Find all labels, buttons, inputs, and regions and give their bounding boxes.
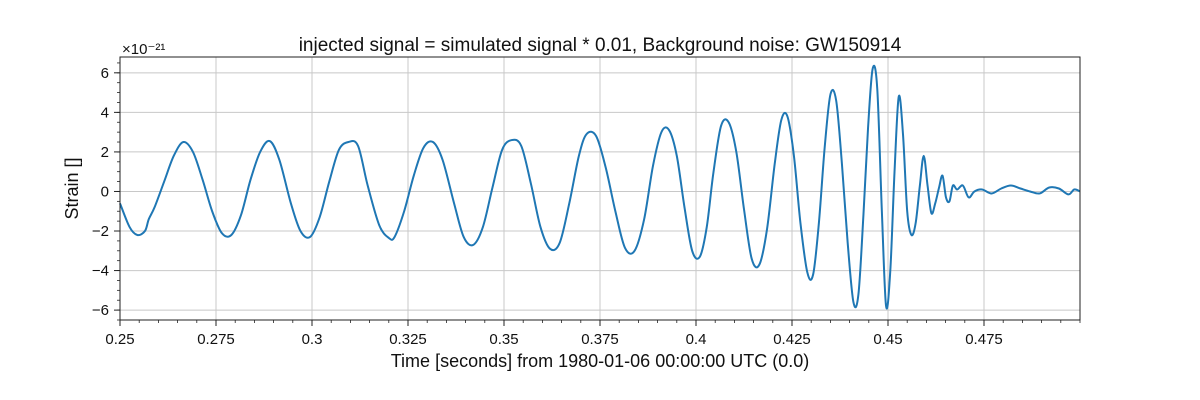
x-tick-label: 0.35 xyxy=(489,331,518,348)
y-axis-label: Strain [] xyxy=(62,157,82,219)
y-tick-label: 4 xyxy=(101,104,109,121)
y-tick-label: 2 xyxy=(101,144,109,161)
x-tick-label: 0.275 xyxy=(197,331,235,348)
y-offset-label: ×10⁻²¹ xyxy=(122,41,165,58)
x-tick-label: 0.375 xyxy=(581,331,619,348)
x-axis-ticks: 0.25 0.275 0.3 0.325 0.35 0.375 0.4 0.425 0.45 0.… xyxy=(105,320,1081,348)
x-tick-label: 0.45 xyxy=(873,331,902,348)
x-tick-label: 0.4 xyxy=(686,331,707,348)
y-tick-label: −2 xyxy=(92,223,109,240)
y-tick-label: −4 xyxy=(92,263,109,280)
grid xyxy=(120,57,1080,320)
x-tick-label: 0.325 xyxy=(389,331,427,348)
y-tick-label: −6 xyxy=(92,302,109,319)
y-axis-ticks: −6 −4 −2 0 2 4 6 xyxy=(92,62,120,321)
y-tick-label: 0 xyxy=(101,183,109,200)
chart-title: injected signal = simulated signal * 0.0… xyxy=(299,35,902,56)
plot-frame xyxy=(119,56,1081,321)
y-tick-label: 6 xyxy=(101,65,109,82)
x-tick-label: 0.475 xyxy=(965,331,1003,348)
x-tick-label: 0.3 xyxy=(302,331,323,348)
x-axis-label: Time [seconds] from 1980-01-06 00:00:00 … xyxy=(391,351,810,371)
x-tick-label: 0.25 xyxy=(105,331,134,348)
x-tick-label: 0.425 xyxy=(773,331,811,348)
strain-series-line xyxy=(119,64,1081,310)
